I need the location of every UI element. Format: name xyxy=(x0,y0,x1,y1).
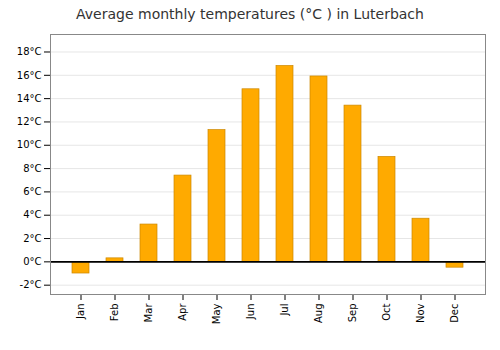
svg-text:Oct: Oct xyxy=(381,303,392,320)
svg-text:Nov: Nov xyxy=(415,303,426,323)
svg-text:16°C: 16°C xyxy=(17,70,42,81)
svg-text:10°C: 10°C xyxy=(17,139,42,150)
svg-text:Sep: Sep xyxy=(347,304,358,323)
svg-text:Mar: Mar xyxy=(143,303,154,323)
svg-text:Apr: Apr xyxy=(177,303,188,321)
svg-text:4°C: 4°C xyxy=(23,209,41,220)
svg-text:12°C: 12°C xyxy=(17,116,42,127)
svg-text:Jul: Jul xyxy=(279,304,290,317)
svg-text:Jan: Jan xyxy=(75,304,86,320)
svg-text:May: May xyxy=(211,303,222,324)
svg-text:Jun: Jun xyxy=(245,304,256,321)
svg-text:6°C: 6°C xyxy=(23,186,41,197)
svg-text:-2°C: -2°C xyxy=(20,279,42,290)
svg-text:0°C: 0°C xyxy=(23,256,41,267)
svg-text:8°C: 8°C xyxy=(23,163,41,174)
svg-text:Dec: Dec xyxy=(449,304,460,323)
svg-text:18°C: 18°C xyxy=(17,46,42,57)
svg-text:Feb: Feb xyxy=(109,304,120,322)
svg-text:Aug: Aug xyxy=(313,304,324,324)
svg-text:14°C: 14°C xyxy=(17,93,42,104)
html-text:Average monthly temperatures (: Average monthly temperatures (°C ) in Lu… xyxy=(76,6,424,22)
svg-text:2°C: 2°C xyxy=(23,233,41,244)
